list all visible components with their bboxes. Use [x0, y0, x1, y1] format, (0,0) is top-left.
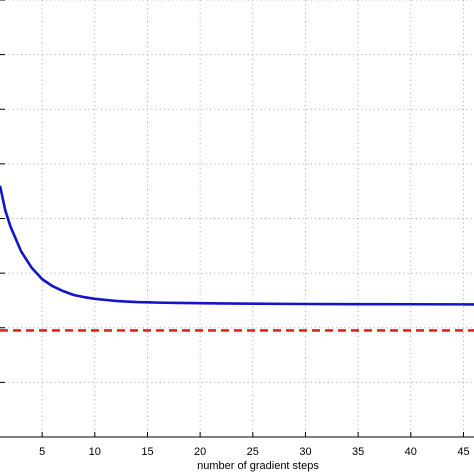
x-tick-label: 30 — [299, 446, 311, 458]
series-line — [0, 185, 474, 306]
x-tick-label: 20 — [194, 446, 206, 458]
x-tick-labels: 5 10 15 20 25 30 35 40 45 — [39, 446, 470, 458]
x-tick-label: 10 — [89, 446, 101, 458]
x-axis-label: number of gradient steps — [197, 460, 319, 472]
x-tick-label: 15 — [141, 446, 153, 458]
x-tick-label: 25 — [247, 446, 259, 458]
x-tick-label: 35 — [352, 446, 364, 458]
x-tick-label: 5 — [39, 446, 45, 458]
axes — [0, 0, 474, 438]
x-tick-label: 40 — [405, 446, 417, 458]
x-tick-label: 45 — [457, 446, 469, 458]
grid — [0, 0, 474, 437]
series-layer — [0, 185, 474, 332]
